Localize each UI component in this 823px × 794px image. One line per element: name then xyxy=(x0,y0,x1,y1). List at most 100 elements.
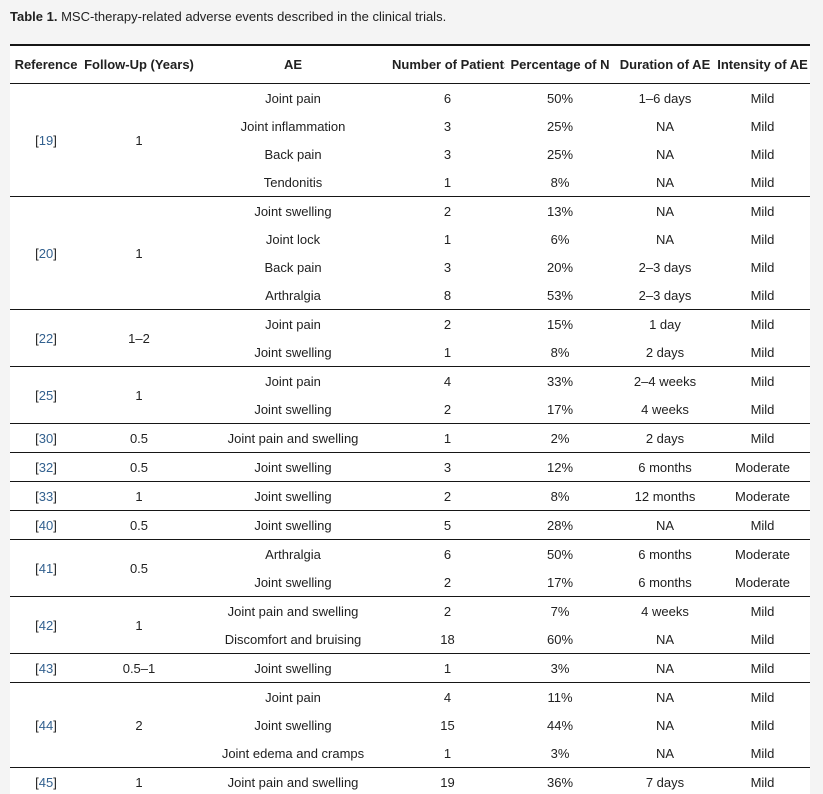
table-row: [33] 1 Joint swelling 2 8% 12 months Moderate xyxy=(10,481,810,511)
intensity-cell: Mild xyxy=(750,118,775,134)
intensity-cell: Mild xyxy=(715,83,810,112)
reference-link[interactable]: [41] xyxy=(35,561,57,576)
table-row: [40] 0.5 Joint swelling 5 28% NA Mild xyxy=(10,510,810,540)
col-header-intensity: Intensity of AE xyxy=(715,45,810,84)
ae-cell: Joint swelling xyxy=(254,574,332,590)
duration-cell: NA xyxy=(615,510,715,540)
reference-number: 33 xyxy=(38,488,54,504)
intensity-cell: Mild xyxy=(715,596,810,625)
adverse-events-table: Reference Follow-Up (Years) AE Number of… xyxy=(10,44,810,794)
reference-number: 41 xyxy=(38,560,54,576)
reference-bracket-close: ] xyxy=(53,132,57,148)
reference-number: 42 xyxy=(38,617,54,633)
reference-link[interactable]: [19] xyxy=(35,133,57,148)
intensity-cell: Mild xyxy=(715,366,810,395)
reference-cell: [45] xyxy=(10,767,82,794)
reference-link[interactable]: [40] xyxy=(35,518,57,533)
number-of-patients-cell: 19 xyxy=(390,767,505,794)
reference-link[interactable]: [25] xyxy=(35,388,57,403)
table-row: Arthralgia 8 53% 2–3 days Mild xyxy=(10,281,810,310)
reference-bracket-open: [ xyxy=(35,245,39,261)
duration-cell: NA xyxy=(655,118,675,134)
number-of-patients-cell: 2 xyxy=(443,574,452,590)
intensity-cell: Mild xyxy=(750,287,775,303)
percentage-cell: 53% xyxy=(546,287,574,303)
table-row: [41] 0.5 Arthralgia 6 50% 6 months Moderate xyxy=(10,539,810,597)
duration-cell: NA xyxy=(655,146,675,162)
intensity-cell: Mild xyxy=(715,423,810,453)
duration-cell: 4 weeks xyxy=(641,401,689,417)
table-row: [32] 0.5 Joint swelling 3 12% 6 months Moderat… xyxy=(10,452,810,482)
table-body: [19] 1 Joint pain 6 50% 1–6 days Mild Joint inf… xyxy=(10,83,810,794)
reference-link[interactable]: [44] xyxy=(35,718,57,733)
reference-cell: [41] xyxy=(10,539,82,597)
reference-cell: [20] xyxy=(10,196,82,310)
ae-cell: Arthralgia xyxy=(265,287,321,303)
reference-bracket-close: ] xyxy=(53,517,57,533)
reference-link[interactable]: [22] xyxy=(35,331,57,346)
reference-bracket-open: [ xyxy=(35,660,39,676)
reference-cell: [22] xyxy=(10,309,82,367)
col-header-reference: Reference xyxy=(10,45,82,84)
table-row: [25] 1 Joint pain 4 33% 2–4 weeks Mild xyxy=(10,366,810,424)
follow-up-cell: 0.5 xyxy=(82,510,196,540)
reference-number: 32 xyxy=(38,459,54,475)
reference-bracket-close: ] xyxy=(53,245,57,261)
number-of-patients-cell: 6 xyxy=(390,83,505,112)
table-caption-text: MSC-therapy-related adverse events descr… xyxy=(57,9,447,24)
percentage-cell: 25% xyxy=(546,118,574,134)
ae-cell: Discomfort and bruising xyxy=(224,631,362,647)
reference-cell: [25] xyxy=(10,366,82,424)
reference-number: 22 xyxy=(38,330,54,346)
reference-link[interactable]: [33] xyxy=(35,489,57,504)
intensity-cell: Moderate xyxy=(715,452,810,482)
number-of-patients-cell: 3 xyxy=(443,259,452,275)
ae-cell: Joint pain and swelling xyxy=(196,767,390,794)
duration-cell: NA xyxy=(615,196,715,225)
duration-cell: 6 months xyxy=(638,574,692,590)
ae-cell: Joint pain and swelling xyxy=(196,596,390,625)
intensity-cell: Mild xyxy=(750,401,775,417)
reference-link[interactable]: [42] xyxy=(35,618,57,633)
reference-link[interactable]: [43] xyxy=(35,661,57,676)
intensity-cell: Mild xyxy=(750,146,775,162)
duration-cell: 6 months xyxy=(615,452,715,482)
percentage-cell: 25% xyxy=(546,146,574,162)
intensity-cell: Mild xyxy=(750,259,775,275)
ae-cell: Joint lock xyxy=(265,231,321,247)
percentage-cell: 11% xyxy=(505,682,615,711)
number-of-patients-cell: 1 xyxy=(443,344,452,360)
intensity-cell: Mild xyxy=(750,344,775,360)
ae-cell: Joint swelling xyxy=(196,481,390,511)
ae-cell: Joint swelling xyxy=(254,717,332,733)
number-of-patients-cell: 2 xyxy=(443,401,452,417)
reference-link[interactable]: [45] xyxy=(35,775,57,790)
number-of-patients-cell: 3 xyxy=(390,452,505,482)
ae-cell: Joint pain xyxy=(196,682,390,711)
duration-cell: 6 months xyxy=(615,539,715,568)
reference-bracket-close: ] xyxy=(53,774,57,790)
number-of-patients-cell: 1 xyxy=(443,745,452,761)
reference-bracket-open: [ xyxy=(35,617,39,633)
follow-up-cell: 1 xyxy=(82,481,196,511)
number-of-patients-cell: 6 xyxy=(390,539,505,568)
number-of-patients-cell: 3 xyxy=(443,118,452,134)
duration-cell: 1–6 days xyxy=(615,83,715,112)
reference-bracket-open: [ xyxy=(35,560,39,576)
duration-cell: 2–4 weeks xyxy=(615,366,715,395)
reference-link[interactable]: [30] xyxy=(35,431,57,446)
intensity-cell: Mild xyxy=(750,717,775,733)
reference-bracket-close: ] xyxy=(53,660,57,676)
reference-number: 40 xyxy=(38,517,54,533)
reference-link[interactable]: [32] xyxy=(35,460,57,475)
duration-cell: 1 day xyxy=(615,309,715,338)
reference-link[interactable]: [20] xyxy=(35,246,57,261)
reference-bracket-open: [ xyxy=(35,430,39,446)
col-header-duration: Duration of AE xyxy=(615,45,715,84)
table-row: Joint swelling 1 8% 2 days Mild xyxy=(10,338,810,367)
number-of-patients-cell: 2 xyxy=(390,481,505,511)
ae-cell: Joint edema and cramps xyxy=(221,745,365,761)
percentage-cell: 3% xyxy=(550,745,570,761)
ae-cell: Joint swelling xyxy=(254,401,332,417)
intensity-cell: Mild xyxy=(715,653,810,683)
